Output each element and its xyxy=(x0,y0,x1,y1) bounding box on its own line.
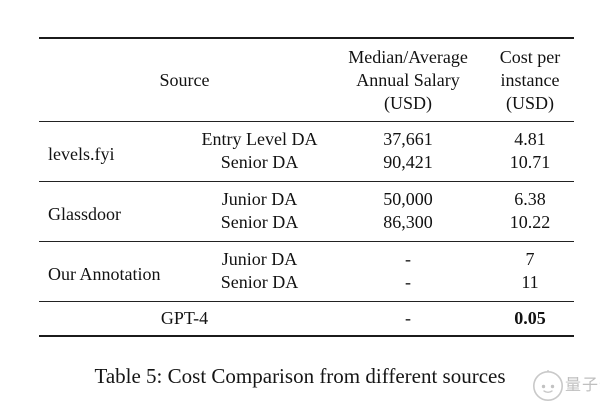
table-caption: Table 5: Cost Comparison from different … xyxy=(94,364,506,388)
role-cell: Junior DA xyxy=(221,189,298,209)
group-levelsfyi: levels.fyi Entry Level DA 37,661 4.81 Se… xyxy=(39,121,575,182)
source-cell: levels.fyi xyxy=(39,121,189,182)
table-row: Senior DA - 11 xyxy=(39,271,575,302)
header-row: Source Median/Average Annual Salary (USD… xyxy=(39,38,575,122)
cost-comparison-table: Source Median/Average Annual Salary (USD… xyxy=(39,37,575,337)
salary-cell: 50,000 xyxy=(383,189,433,209)
salary-cell: 90,421 xyxy=(330,151,487,182)
header-cost-line3: (USD) xyxy=(506,93,555,113)
role-cell: Senior DA xyxy=(189,211,331,242)
cost-cell: 7 xyxy=(525,249,535,269)
salary-cell: 86,300 xyxy=(330,211,487,242)
watermark: 量子位 xyxy=(532,370,600,402)
header-cost-line2: instance xyxy=(500,70,560,90)
header-cost-line1: Cost per xyxy=(499,47,561,67)
salary-cell: - xyxy=(405,249,412,269)
qbitai-logo-icon xyxy=(533,370,563,401)
cost-cell: 4.81 xyxy=(514,129,546,149)
source-cell: Glassdoor xyxy=(39,181,189,242)
table-row: Glassdoor Junior DA 50,000 6.38 xyxy=(39,181,574,242)
header-source: Source xyxy=(39,38,331,122)
cost-cell: 0.05 xyxy=(514,308,546,328)
group-glassdoor: Glassdoor Junior DA 50,000 6.38 Senior D… xyxy=(39,181,575,242)
table-row: Senior DA 90,421 10.71 xyxy=(39,151,575,182)
cost-cell: 10.71 xyxy=(486,151,575,182)
header-source-label: Source xyxy=(159,70,210,90)
header-salary-line3: (USD) xyxy=(384,93,433,113)
header-cost: Cost per instance (USD) xyxy=(486,38,575,122)
gpt4-label-cell: GPT-4 xyxy=(160,308,209,328)
cost-cell: 11 xyxy=(486,271,575,302)
table-row: levels.fyi Entry Level DA 37,661 4.81 xyxy=(39,121,574,182)
table-header: Source Median/Average Annual Salary (USD… xyxy=(39,38,575,122)
role-cell: Senior DA xyxy=(189,271,331,302)
cost-cell: 10.22 xyxy=(486,211,575,242)
role-cell: Senior DA xyxy=(189,151,331,182)
header-salary-line1: Median/Average xyxy=(348,47,468,67)
cost-comparison-table-wrap: Source Median/Average Annual Salary (USD… xyxy=(39,37,575,337)
table-row: Senior DA 86,300 10.22 xyxy=(39,211,575,242)
salary-cell: - xyxy=(330,271,487,302)
source-cell: Our Annotation xyxy=(39,241,189,302)
header-salary-line2: Annual Salary xyxy=(356,70,460,90)
group-our-annotation: Our Annotation Junior DA - 7 Senior DA -… xyxy=(39,241,575,302)
salary-cell: 37,661 xyxy=(383,129,433,149)
header-salary: Median/Average Annual Salary (USD) xyxy=(330,38,487,122)
table-row: Our Annotation Junior DA - 7 xyxy=(39,241,574,302)
role-cell: Entry Level DA xyxy=(201,129,318,149)
cost-cell: 6.38 xyxy=(514,189,546,209)
table-row-gpt4: GPT-4 - 0.05 xyxy=(39,302,574,337)
group-gpt4: GPT-4 - 0.05 xyxy=(39,302,574,337)
salary-cell: - xyxy=(405,308,412,328)
role-cell: Junior DA xyxy=(221,249,298,269)
watermark-text: 量子位 xyxy=(565,377,600,394)
